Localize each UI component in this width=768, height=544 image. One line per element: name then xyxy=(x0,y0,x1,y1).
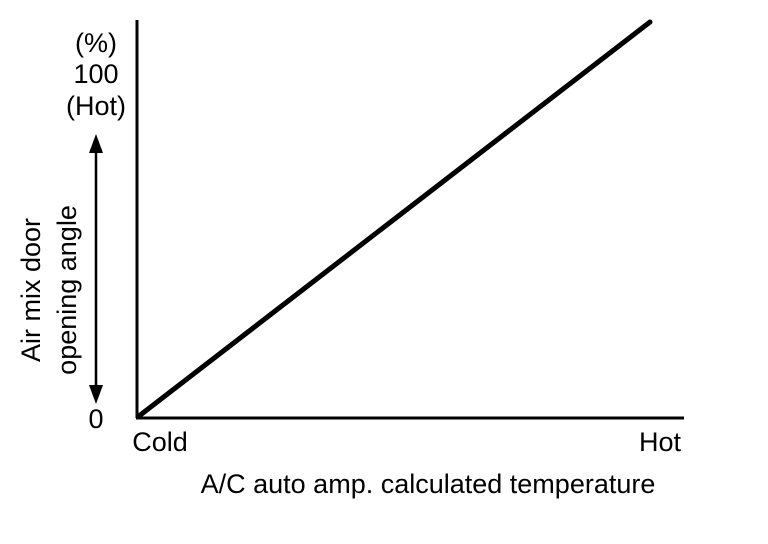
series-line xyxy=(136,19,653,419)
x-tick-hot: Hot xyxy=(639,427,682,457)
x-tick-cold: Cold xyxy=(132,427,188,457)
double-arrow-icon xyxy=(89,134,103,404)
y-unit-label: (%) xyxy=(75,28,117,58)
ylabel-line-2: opening angle xyxy=(52,205,82,375)
y-top-note: (Hot) xyxy=(66,91,126,121)
ylabel-line-1: Air mix door xyxy=(16,218,46,362)
y-tick-0: 0 xyxy=(88,404,103,434)
y-tick-100: 100 xyxy=(73,59,118,89)
x-axis-label: A/C auto amp. calculated temperature xyxy=(201,469,656,499)
